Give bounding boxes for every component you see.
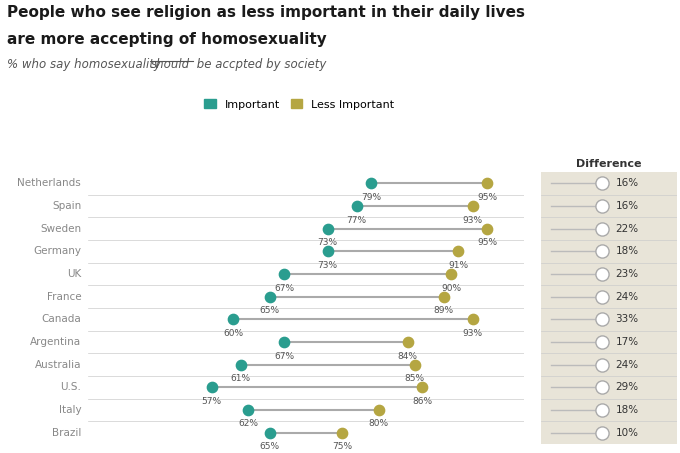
Text: should: should [151, 58, 190, 71]
Text: Canada: Canada [41, 314, 81, 324]
Point [235, 361, 246, 368]
Text: 91%: 91% [448, 261, 469, 270]
Point [409, 361, 420, 368]
Text: 73%: 73% [318, 238, 338, 247]
Point [417, 384, 428, 391]
Text: France: France [46, 292, 81, 302]
Text: 65%: 65% [260, 306, 279, 315]
Point [265, 429, 275, 436]
Point [322, 248, 333, 255]
Text: Italy: Italy [58, 405, 81, 415]
Text: 29%: 29% [615, 382, 639, 392]
Text: % who say homosexuality: % who say homosexuality [7, 58, 165, 71]
Text: 62%: 62% [238, 419, 258, 429]
Text: 95%: 95% [477, 238, 497, 247]
Text: 60%: 60% [224, 329, 243, 338]
Text: 33%: 33% [615, 314, 639, 324]
Point [467, 316, 478, 323]
Text: 85%: 85% [405, 374, 425, 383]
Point [453, 248, 464, 255]
Point [322, 225, 333, 232]
Text: 10%: 10% [615, 428, 639, 438]
Text: 16%: 16% [615, 178, 639, 188]
Point [596, 361, 607, 368]
Point [445, 270, 456, 278]
Point [337, 429, 347, 436]
Legend: Important, Less Important: Important, Less Important [201, 96, 397, 113]
Text: 18%: 18% [615, 405, 639, 415]
Point [596, 406, 607, 414]
Text: are more accepting of homosexuality: are more accepting of homosexuality [7, 32, 326, 47]
Text: 79%: 79% [361, 193, 381, 202]
Text: 24%: 24% [615, 292, 639, 302]
Text: be accpted by society: be accpted by society [193, 58, 326, 71]
Text: Australia: Australia [35, 360, 81, 370]
Text: 77%: 77% [347, 216, 367, 225]
Text: 17%: 17% [615, 337, 639, 347]
Text: 23%: 23% [615, 269, 639, 279]
Text: Argentina: Argentina [30, 337, 81, 347]
Text: 90%: 90% [441, 284, 461, 293]
Text: Spain: Spain [52, 201, 81, 211]
Text: Netherlands: Netherlands [18, 178, 81, 188]
Text: 61%: 61% [231, 374, 251, 383]
Text: 86%: 86% [412, 397, 432, 406]
Point [596, 338, 607, 346]
Point [482, 180, 493, 187]
Text: 89%: 89% [434, 306, 454, 315]
Text: 67%: 67% [274, 284, 294, 293]
Point [596, 180, 607, 187]
Point [596, 270, 607, 278]
Text: 80%: 80% [369, 419, 388, 429]
Point [439, 293, 449, 300]
Text: People who see religion as less important in their daily lives: People who see religion as less importan… [7, 5, 525, 19]
Point [596, 429, 607, 436]
Point [228, 316, 239, 323]
Text: 57%: 57% [202, 397, 222, 406]
Point [206, 384, 217, 391]
Text: 84%: 84% [398, 352, 418, 361]
Text: 67%: 67% [274, 352, 294, 361]
Point [373, 406, 384, 414]
Text: Brazil: Brazil [52, 428, 81, 438]
Point [265, 293, 275, 300]
Point [596, 293, 607, 300]
Point [596, 202, 607, 210]
Text: 93%: 93% [463, 329, 483, 338]
Point [596, 248, 607, 255]
Text: Sweden: Sweden [40, 224, 81, 234]
Text: 95%: 95% [477, 193, 497, 202]
Point [279, 270, 290, 278]
Point [482, 225, 493, 232]
Point [243, 406, 254, 414]
Text: 65%: 65% [260, 442, 279, 451]
Point [352, 202, 362, 210]
Point [596, 225, 607, 232]
Point [596, 316, 607, 323]
Point [279, 338, 290, 346]
Text: 16%: 16% [615, 201, 639, 211]
Text: 93%: 93% [463, 216, 483, 225]
Point [467, 202, 478, 210]
Text: U.S.: U.S. [61, 382, 81, 392]
Text: 18%: 18% [615, 246, 639, 256]
Point [596, 384, 607, 391]
Text: Difference: Difference [576, 159, 641, 169]
Text: 22%: 22% [615, 224, 639, 234]
Text: 75%: 75% [333, 442, 352, 451]
Text: 24%: 24% [615, 360, 639, 370]
Text: Germany: Germany [33, 246, 81, 256]
Point [366, 180, 377, 187]
Point [402, 338, 413, 346]
Text: 73%: 73% [318, 261, 338, 270]
Text: UK: UK [67, 269, 81, 279]
